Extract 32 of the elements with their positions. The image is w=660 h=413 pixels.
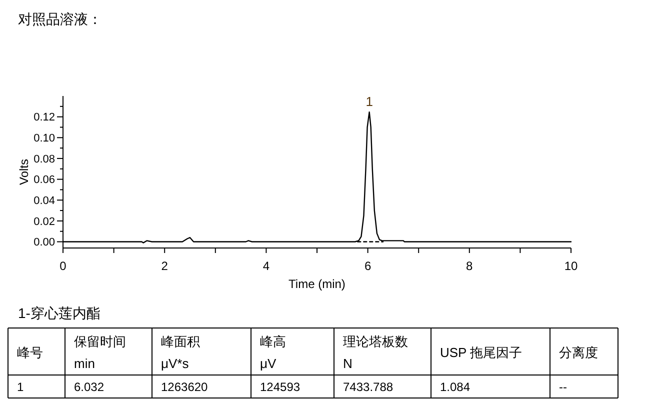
x-tick-label: 10 [564,259,578,273]
text: 124593 [260,380,300,394]
text: 1 [17,380,24,394]
text: 1.084 [440,380,470,394]
text: 峰高 μV [260,334,286,371]
y-tick-label: 0.10 [34,132,55,144]
annotation: 1 [366,94,373,110]
text: 保留时间 min [74,334,126,371]
y-tick-label: 0.00 [34,236,55,249]
text: 分离度 [559,345,598,360]
x-axis-title: Time (min) [288,277,346,291]
text: 6.032 [74,380,104,394]
y-tick-label: 0.04 [34,194,55,207]
text: 理论塔板数 N [343,334,408,371]
chart-title: 对照品溶液： [18,11,102,27]
y-tick-label: 0.12 [34,112,55,124]
y-axis-title: Volts [17,158,31,186]
text: 1263620 [161,380,208,394]
text: USP 拖尾因子 [440,345,522,360]
text: 7433.788 [343,380,394,394]
x-tick-label: 0 [60,259,67,273]
text: -- [559,380,567,394]
y-tick-label: 0.02 [34,216,55,228]
text: 峰面积 μV*s [161,334,200,371]
text: 1-穿心莲内酯 [18,305,100,321]
x-tick-label: 4 [262,259,270,273]
y-tick-label: 0.08 [34,153,55,166]
x-tick-label: 2 [161,259,168,273]
x-tick-label: 6 [364,259,372,273]
y-tick-label: 0.06 [34,174,55,186]
text: 峰号 [17,345,43,360]
x-tick-label: 8 [466,259,474,273]
